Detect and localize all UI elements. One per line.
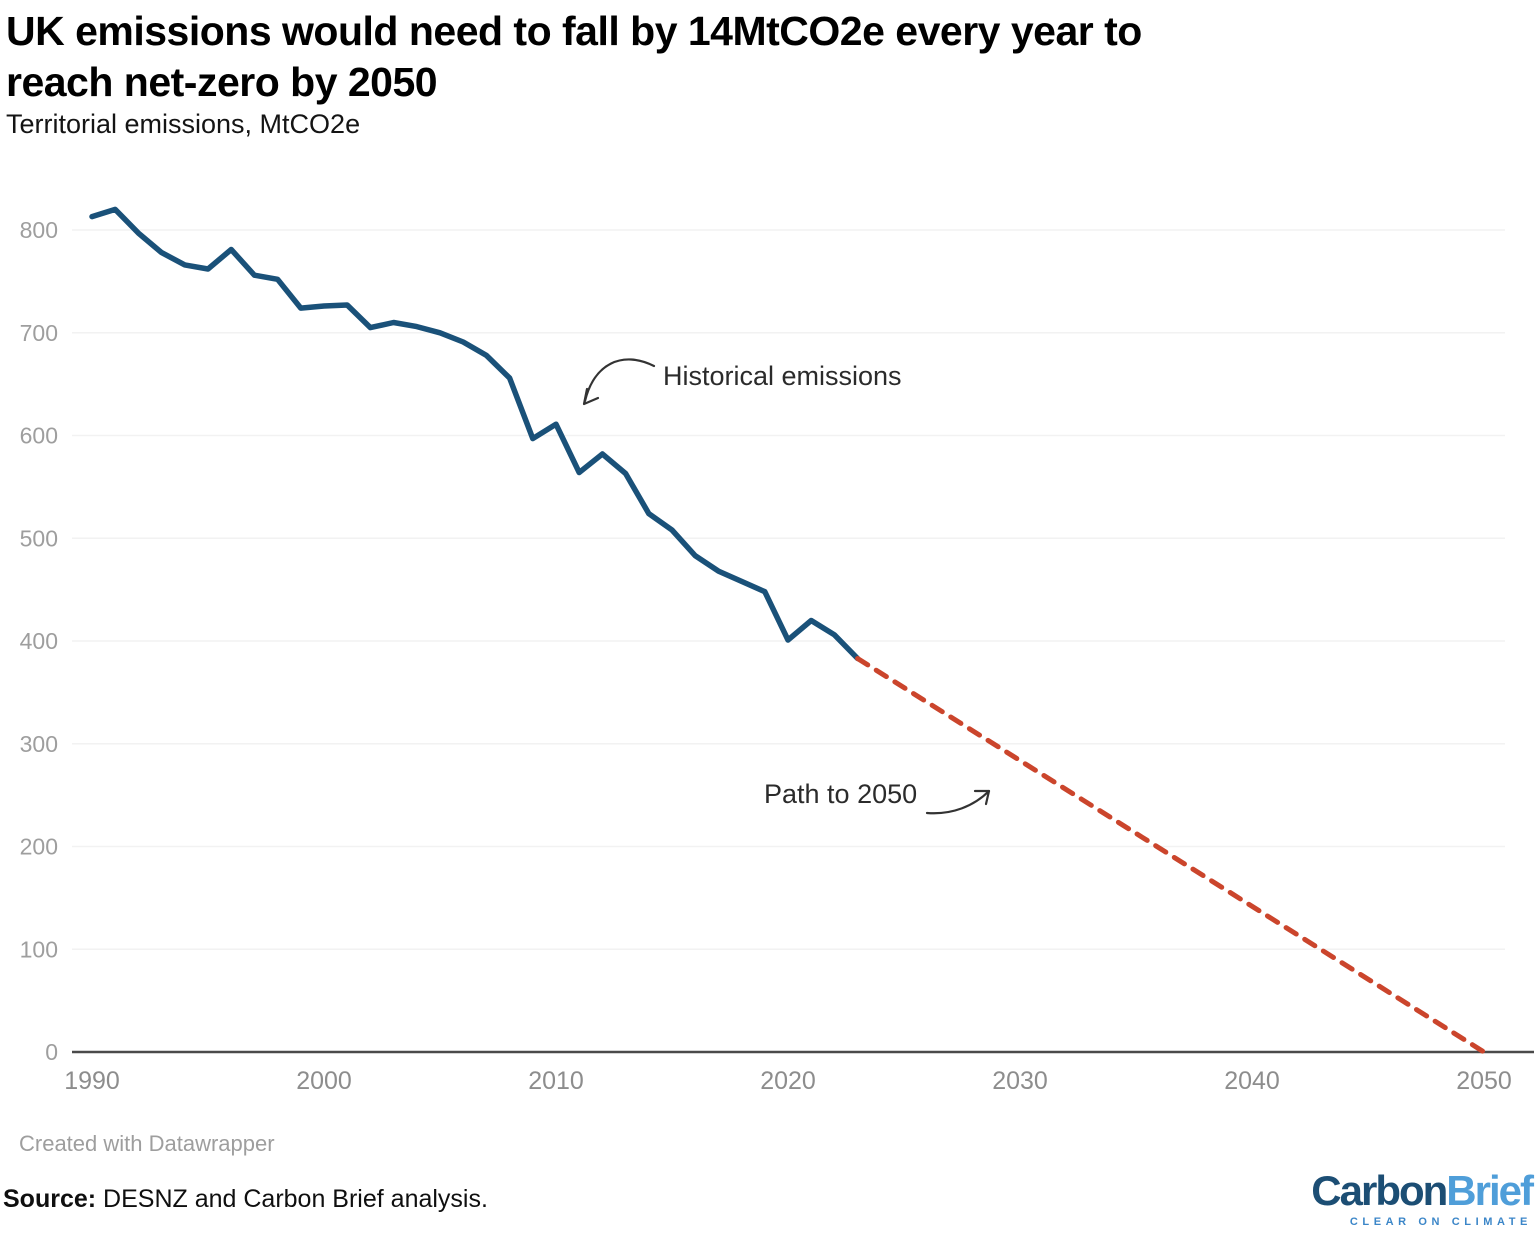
carbonbrief-logo: CarbonBrief CLEAR ON CLIMATE	[1311, 1167, 1534, 1229]
x-tick-label-2040: 2040	[1224, 1067, 1280, 1095]
x-tick-label-2030: 2030	[992, 1067, 1048, 1095]
page-title: UK emissions would need to fall by 14MtC…	[6, 6, 1142, 108]
y-tick-label-100: 100	[20, 936, 58, 962]
y-tick-label-200: 200	[20, 834, 58, 860]
source-label: Source:	[3, 1185, 97, 1213]
logo-brief-text: Brief	[1446, 1167, 1534, 1214]
y-tick-label-700: 700	[20, 320, 58, 346]
path-annotation-arrow	[925, 789, 991, 815]
historical-annotation-arrowhead	[582, 387, 600, 406]
datawrapper-attribution: Created with Datawrapper	[19, 1131, 275, 1156]
historical-annotation-arrow	[583, 358, 656, 403]
y-tick-label-800: 800	[20, 217, 58, 243]
source-line: Source: DESNZ and Carbon Brief analysis.	[3, 1185, 488, 1214]
y-tick-label-500: 500	[20, 525, 58, 551]
x-tick-label-2050: 2050	[1456, 1067, 1512, 1095]
x-tick-label-2010: 2010	[528, 1067, 584, 1095]
chart-subtitle: Territorial emissions, MtCO2e	[6, 109, 361, 139]
x-tick-label-2000: 2000	[296, 1067, 352, 1095]
y-tick-label-600: 600	[20, 423, 58, 449]
logo-carbon-text: Carbon	[1311, 1167, 1448, 1214]
annotation-path-to-2050: Path to 2050	[764, 779, 918, 809]
x-tick-label-2020: 2020	[760, 1067, 816, 1095]
title-line-2: reach net-zero by 2050	[6, 59, 438, 105]
path-to-2050-line	[855, 656, 1487, 1055]
carbonbrief-wordmark: CarbonBrief	[1311, 1167, 1534, 1214]
source-text: DESNZ and Carbon Brief analysis.	[96, 1185, 488, 1213]
y-tick-label-0: 0	[45, 1039, 58, 1065]
annotation-historical-emissions: Historical emissions	[663, 361, 902, 391]
logo-tagline: CLEAR ON CLIMATE	[1349, 1216, 1532, 1228]
y-tick-label-300: 300	[20, 731, 58, 757]
path-annotation-arrowhead	[973, 789, 991, 806]
y-tick-label-400: 400	[20, 628, 58, 654]
historical-emissions-line	[89, 206, 861, 662]
title-line-1: UK emissions would need to fall by 14MtC…	[6, 8, 1142, 54]
x-tick-label-1990: 1990	[64, 1067, 120, 1095]
